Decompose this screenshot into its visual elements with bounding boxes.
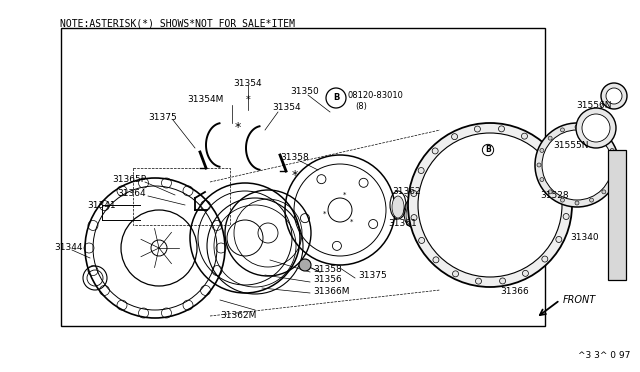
Circle shape (411, 190, 417, 196)
Circle shape (418, 133, 562, 277)
Text: 31375: 31375 (358, 272, 387, 280)
Circle shape (606, 88, 622, 104)
Circle shape (556, 237, 562, 243)
Circle shape (419, 237, 425, 243)
Text: 31366: 31366 (500, 288, 529, 296)
Circle shape (575, 125, 579, 129)
Text: *: * (292, 169, 298, 182)
Circle shape (411, 215, 417, 221)
Text: 31365P: 31365P (112, 176, 146, 185)
Circle shape (548, 136, 552, 140)
Text: 31341: 31341 (87, 201, 116, 209)
Text: 31344: 31344 (54, 244, 83, 253)
Text: 31354: 31354 (272, 103, 301, 112)
Circle shape (452, 134, 458, 140)
Text: ^3 3^ 0 97: ^3 3^ 0 97 (578, 351, 630, 360)
Circle shape (499, 126, 504, 132)
Text: 31354M: 31354M (187, 96, 223, 105)
Text: 31356: 31356 (313, 276, 342, 285)
Circle shape (433, 257, 439, 263)
Text: 08120-83010: 08120-83010 (348, 90, 404, 99)
Circle shape (610, 148, 614, 153)
Circle shape (561, 198, 564, 202)
Text: *: * (349, 218, 353, 224)
Circle shape (500, 278, 506, 284)
Text: 31354: 31354 (233, 78, 262, 87)
Circle shape (589, 128, 593, 132)
Circle shape (522, 270, 529, 276)
Circle shape (540, 148, 544, 153)
Text: 31358: 31358 (280, 153, 308, 161)
Circle shape (541, 147, 547, 153)
Circle shape (563, 189, 569, 195)
Circle shape (601, 83, 627, 109)
Circle shape (452, 271, 458, 277)
Circle shape (602, 136, 606, 140)
Circle shape (522, 133, 527, 139)
Text: 31364: 31364 (117, 189, 146, 199)
Circle shape (535, 123, 619, 207)
Circle shape (408, 123, 572, 287)
Text: (8): (8) (355, 103, 367, 112)
Circle shape (537, 163, 541, 167)
Circle shape (613, 163, 617, 167)
Text: 31361: 31361 (388, 218, 417, 228)
Text: 31350: 31350 (290, 87, 319, 96)
Circle shape (556, 167, 561, 173)
Text: *: * (323, 211, 326, 217)
Circle shape (602, 190, 606, 194)
Bar (608, 150, 626, 280)
Text: *: * (235, 122, 241, 135)
Circle shape (432, 148, 438, 154)
Circle shape (582, 114, 610, 142)
Ellipse shape (392, 196, 404, 218)
Text: 31528: 31528 (540, 192, 568, 201)
Circle shape (561, 128, 564, 132)
Circle shape (299, 259, 311, 271)
Circle shape (474, 126, 481, 132)
Text: B: B (333, 93, 339, 103)
Text: 31366M: 31366M (313, 286, 349, 295)
Ellipse shape (406, 204, 418, 226)
Circle shape (575, 201, 579, 205)
Circle shape (548, 190, 552, 194)
Text: 31362M: 31362M (220, 311, 257, 320)
Circle shape (576, 108, 616, 148)
Text: NOTE:ASTERISK(*) SHOWS*NOT FOR SALE*ITEM: NOTE:ASTERISK(*) SHOWS*NOT FOR SALE*ITEM (60, 18, 295, 28)
Text: 31358: 31358 (313, 266, 342, 275)
Text: 31375: 31375 (148, 112, 177, 122)
Circle shape (418, 167, 424, 173)
Circle shape (542, 256, 548, 262)
Circle shape (542, 130, 612, 200)
Circle shape (563, 214, 569, 219)
Circle shape (589, 198, 593, 202)
Circle shape (540, 177, 544, 182)
Text: 31555N: 31555N (553, 141, 589, 150)
Text: B: B (485, 145, 491, 154)
Circle shape (476, 278, 481, 284)
Bar (61, 28, 545, 326)
Text: 31340: 31340 (570, 234, 598, 243)
Circle shape (610, 177, 614, 182)
Text: 31556N: 31556N (576, 100, 611, 109)
Text: 31362: 31362 (392, 186, 420, 196)
Text: *: * (342, 192, 346, 198)
Text: *: * (246, 95, 250, 105)
Text: FRONT: FRONT (563, 295, 596, 305)
